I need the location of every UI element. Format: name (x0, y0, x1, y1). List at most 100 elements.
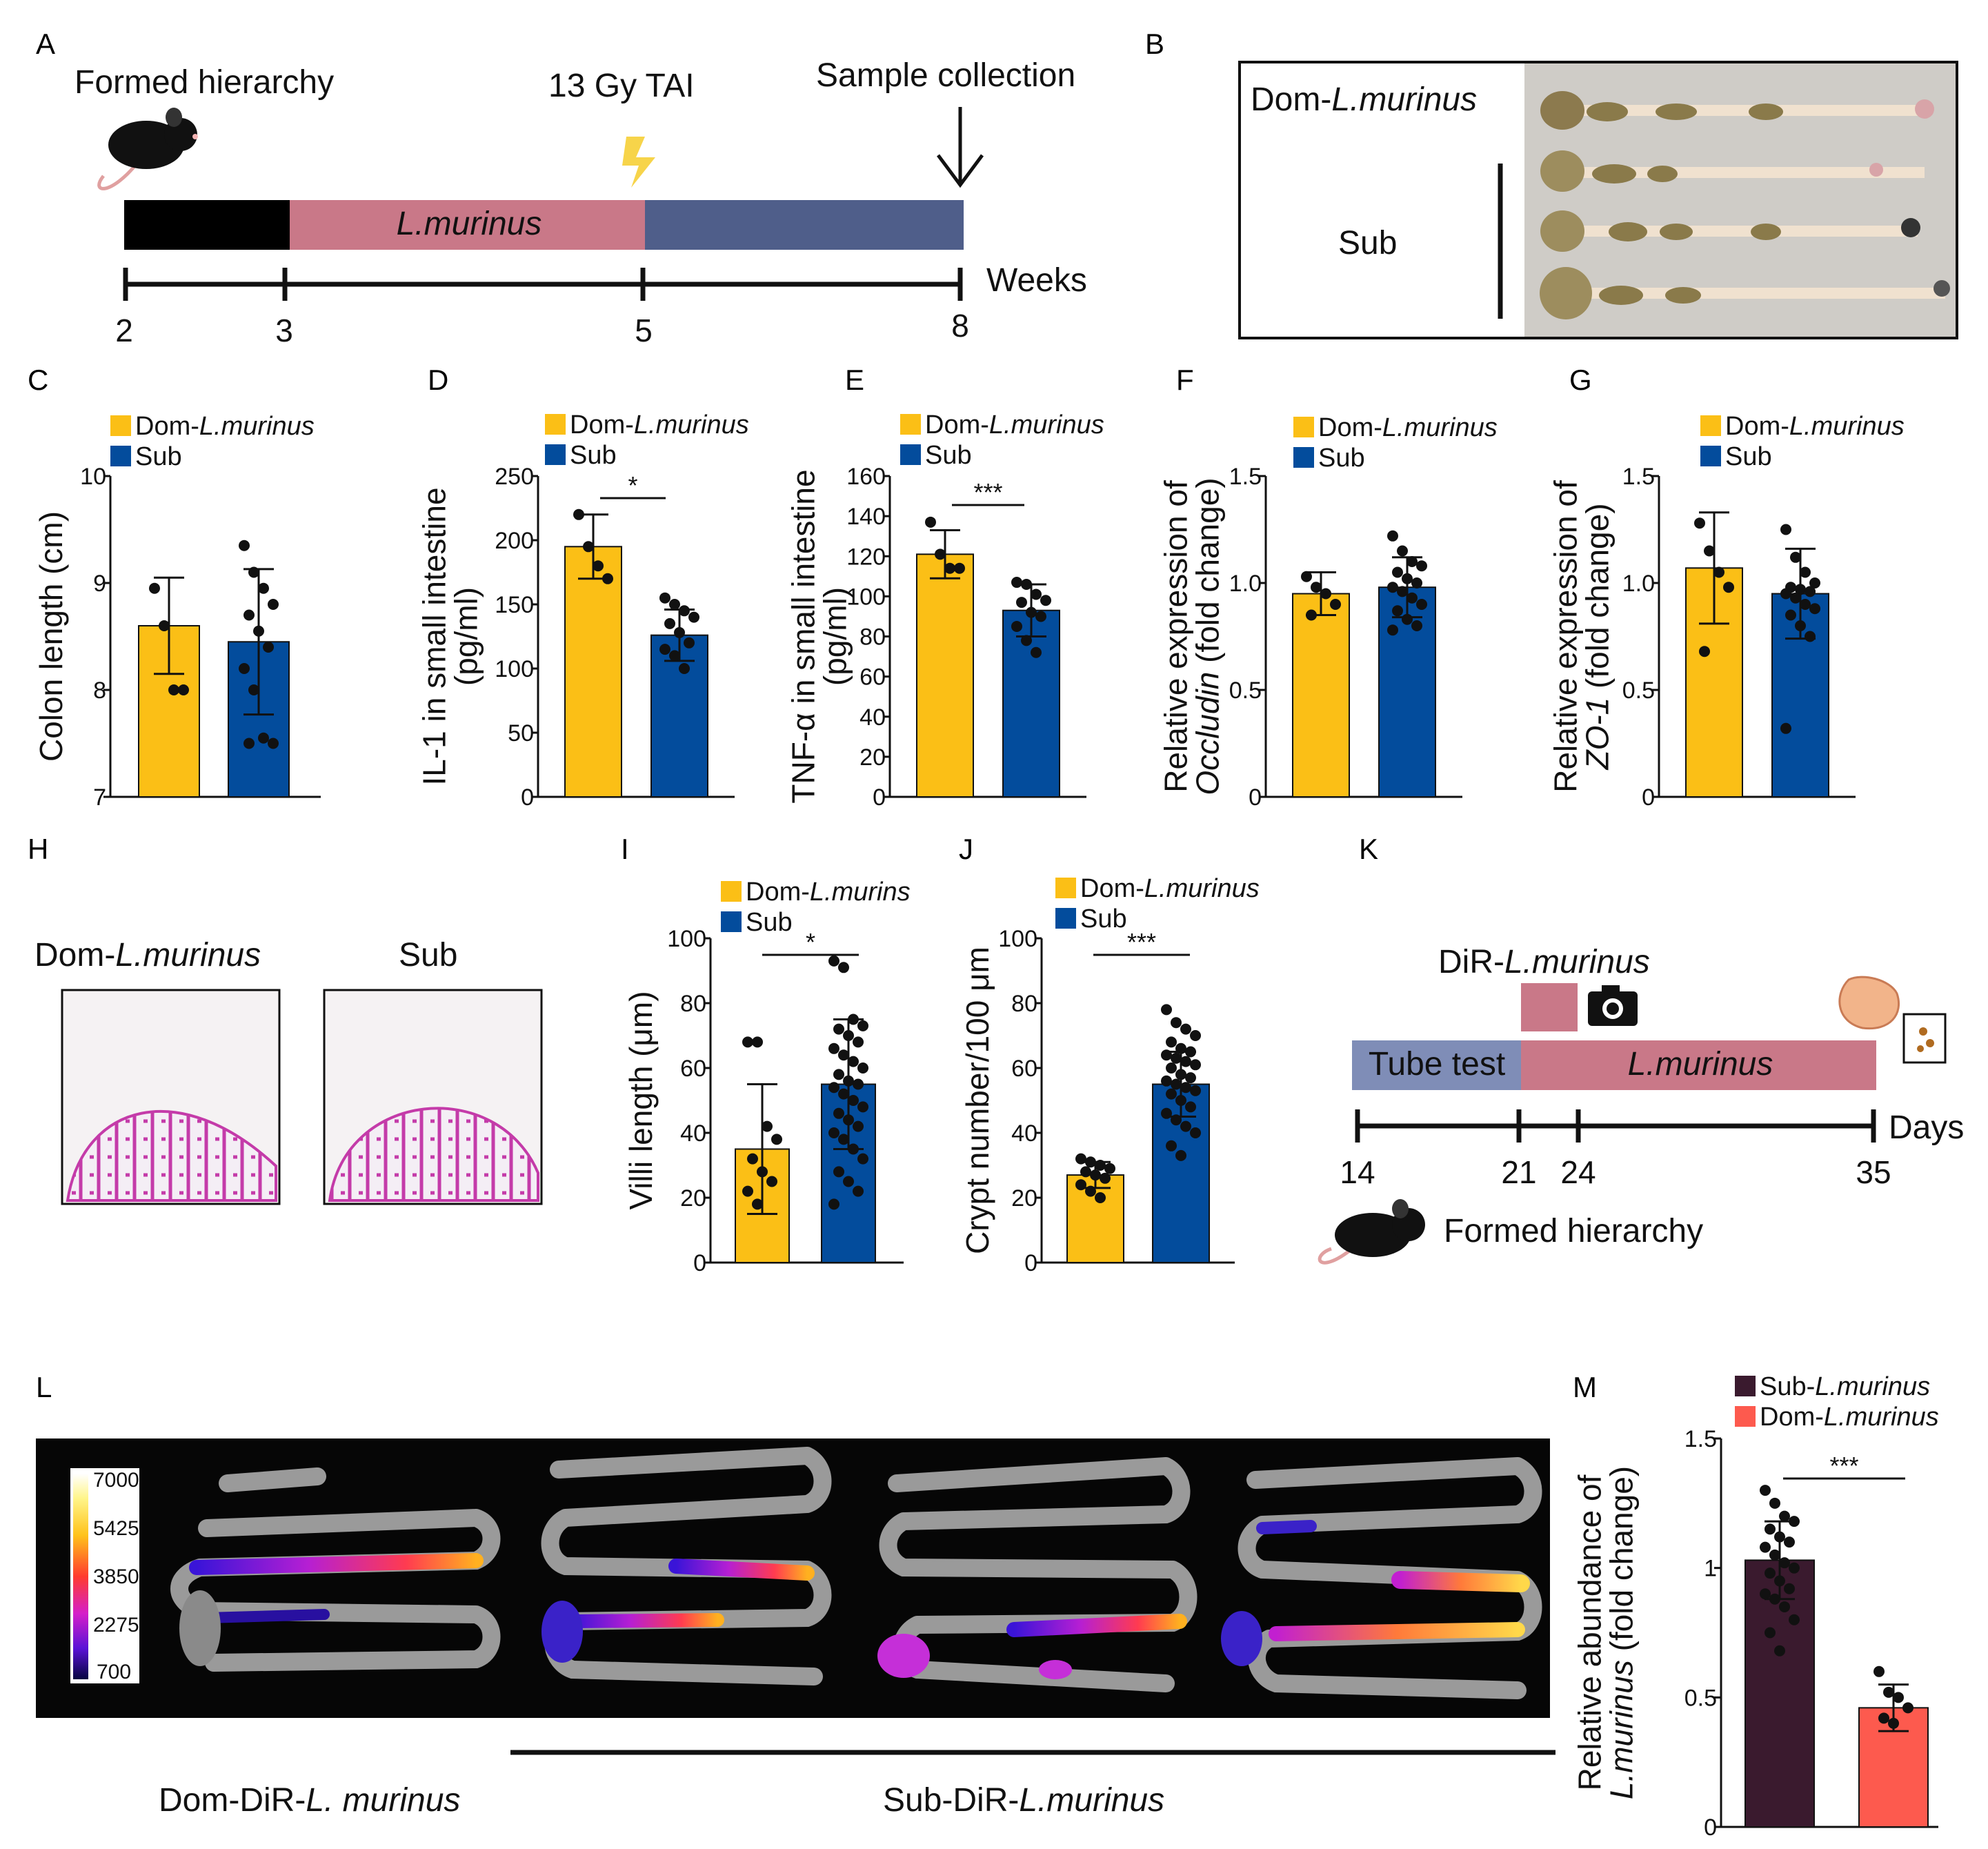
data-point (684, 637, 695, 649)
murinus-gavage-label: L.murinus (1628, 1046, 1773, 1082)
data-point (1166, 1088, 1177, 1100)
legend-entry: Sub (135, 442, 182, 471)
data-point (1789, 1562, 1800, 1574)
data-point (1713, 566, 1724, 578)
data-point (1185, 1101, 1196, 1113)
data-point (1190, 1059, 1201, 1071)
histology-dom-label: Dom-L.murinus (34, 937, 261, 973)
y-tick-label: 160 (846, 464, 886, 490)
legend-swatch (721, 911, 742, 932)
camera-icon (1588, 985, 1638, 1026)
y-tick-label: 80 (1011, 991, 1037, 1017)
data-point (253, 625, 264, 637)
data-point (243, 738, 255, 749)
legend-entry: Sub (1318, 444, 1365, 473)
data-point (762, 1120, 773, 1132)
data-point (1805, 631, 1816, 642)
data-point (1789, 1516, 1800, 1527)
significance-label: *** (1829, 1452, 1858, 1480)
panel-letter-a: A (36, 28, 55, 60)
photo-dom-label: Dom-L.murinus (1251, 81, 1477, 118)
data-point (1800, 599, 1811, 610)
legend-entry: Dom-L.murinus (135, 412, 315, 441)
mouse-icon (1318, 1199, 1425, 1265)
data-point (1704, 545, 1715, 557)
y-tick-label: 1.0 (1622, 571, 1655, 597)
data-point (1765, 1523, 1776, 1535)
data-point (1780, 588, 1791, 600)
day-tick-35: 35 (1856, 1154, 1891, 1190)
y-tick-label: 0 (1642, 784, 1655, 811)
data-point (853, 1036, 864, 1048)
data-point (149, 582, 160, 594)
data-point (1330, 599, 1341, 610)
y-axis-label: TNF-α in small intestine(pg/ml) (785, 469, 853, 803)
data-point (1085, 1156, 1096, 1168)
data-point (1175, 1095, 1186, 1106)
data-point (838, 1134, 849, 1145)
data-point (1075, 1179, 1086, 1191)
legend-entry: Sub (1080, 904, 1127, 933)
legend-entry: Sub (1725, 442, 1772, 471)
data-point (857, 1101, 868, 1113)
data-point (602, 573, 613, 584)
legend-swatch (900, 444, 921, 465)
chart-m-relative-abundance: 0 0.5 1 1.5 Relative abundance ofL.murinus (… (1571, 1372, 1938, 1841)
data-point (1090, 1169, 1101, 1181)
y-tick-label: 120 (846, 544, 886, 570)
data-point (1095, 1192, 1106, 1203)
data-point (1790, 551, 1801, 563)
y-tick-label: 0.5 (1229, 678, 1262, 704)
data-point (1171, 1078, 1182, 1090)
legend-swatch (1055, 908, 1076, 929)
panel-h-histology: Dom-L.murinus Sub (34, 937, 543, 1205)
data-point (664, 617, 675, 629)
tube-test-label: Tube test (1369, 1046, 1505, 1082)
murinus-gavage-bar (1521, 1040, 1876, 1090)
data-point (1397, 586, 1408, 597)
data-point (1784, 1583, 1795, 1594)
data-point (1161, 1049, 1172, 1061)
murinus-period-bar (290, 200, 645, 250)
data-point (1035, 611, 1046, 622)
data-point (258, 582, 269, 594)
panel-letter-i: I (621, 833, 629, 865)
data-point (573, 508, 584, 520)
data-point (843, 1114, 854, 1126)
chart-g-zo1: 0 0.5 1.0 1.5 Relative expression ofZO-1 (fo… (1547, 412, 1904, 811)
y-axis-label: Relative expression ofZO-1 (fold change) (1547, 480, 1615, 793)
data-point (848, 1056, 859, 1067)
data-point (848, 1014, 859, 1025)
data-point (1311, 582, 1322, 593)
legend-swatch (1055, 878, 1076, 898)
chart-d-il1: 0 50 100 150 200 250 IL-1 in small intestine(p… (416, 411, 748, 811)
data-point (1190, 1085, 1201, 1096)
data-point (1402, 613, 1413, 625)
data-point (1080, 1166, 1091, 1178)
y-axis-label: Villi length (μm) (623, 991, 659, 1209)
data-point (168, 684, 179, 695)
panel-letter-b: B (1145, 28, 1164, 60)
data-point (838, 962, 849, 973)
legend-swatch (1735, 1376, 1756, 1396)
data-point (1026, 606, 1037, 618)
legend-swatch (1700, 415, 1721, 436)
tube-test-bar (1352, 1040, 1521, 1090)
legend-swatch (1735, 1406, 1756, 1427)
panel-letter-l: L (36, 1371, 52, 1403)
data-point (1760, 1541, 1771, 1553)
y-tick-label: 100 (998, 926, 1037, 952)
data-point (239, 540, 250, 551)
legend-entry: Dom-L.murinus (1725, 412, 1905, 441)
significance-label: *** (973, 478, 1002, 506)
pre-period-bar (124, 200, 290, 250)
data-point (1104, 1163, 1115, 1174)
data-point (1166, 1140, 1177, 1151)
y-tick-label: 50 (508, 720, 534, 746)
day-tick-21: 21 (1501, 1154, 1536, 1190)
y-axis-label: Relative expression ofOccludin (fold cha… (1157, 477, 1225, 795)
y-tick-label: 0 (1704, 1815, 1717, 1841)
